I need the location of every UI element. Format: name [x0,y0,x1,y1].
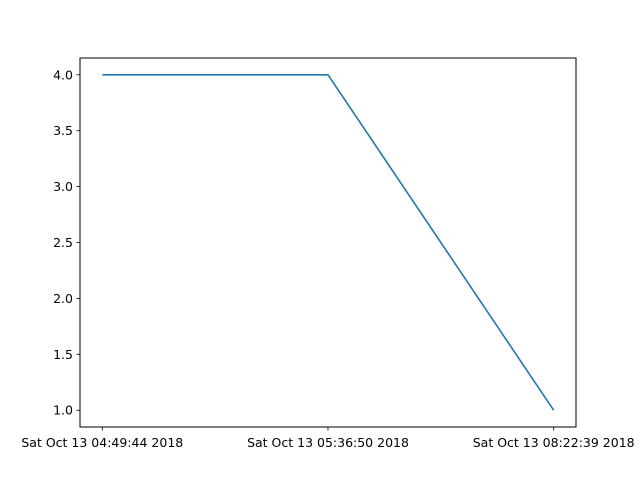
y-tick-label: 2.5 [53,235,73,250]
y-axis: 1.0 1.5 2.0 2.5 3.0 3.5 4.0 [53,67,80,418]
x-axis: Sat Oct 13 04:49:44 2018 Sat Oct 13 05:36… [21,427,635,450]
plot-area [79,57,577,428]
y-tick-label: 1.5 [53,347,73,362]
y-tick-label: 3.0 [53,179,73,194]
y-tick-label: 4.0 [53,67,73,82]
x-tick-label: Sat Oct 13 05:36:50 2018 [247,435,409,450]
x-tick-label: Sat Oct 13 04:49:44 2018 [21,435,183,450]
y-tick-label: 1.0 [53,403,73,418]
x-tick-label: Sat Oct 13 08:22:39 2018 [473,435,635,450]
y-tick-label: 3.5 [53,123,73,138]
series-group [102,73,555,411]
y-tick-label: 2.0 [53,291,73,306]
